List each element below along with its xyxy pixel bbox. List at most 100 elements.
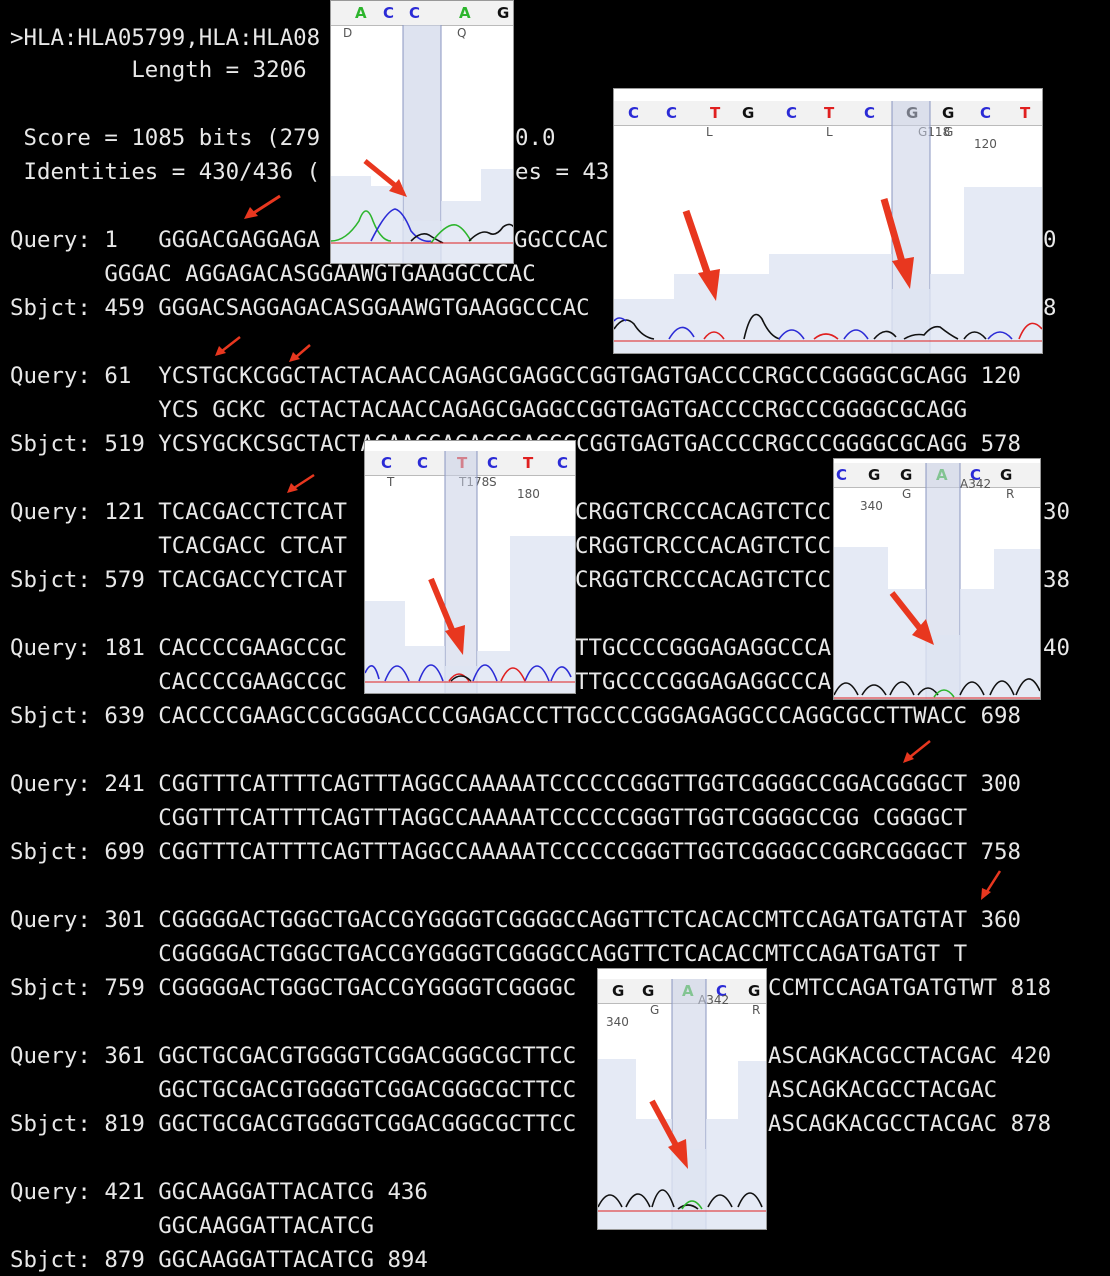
base-call: T bbox=[824, 104, 835, 122]
mutation-arrow-icon bbox=[287, 473, 315, 493]
chromatogram-panel: C G G A C G 340 G A342 R bbox=[833, 458, 1041, 700]
match-line-mid: CRGGTCRCCCACAGTCTCC bbox=[575, 533, 832, 559]
base-call: T bbox=[523, 454, 534, 472]
amino-acid-label: G bbox=[650, 1003, 660, 1017]
sbjct-line-mid: CRGGTCRCCCACAGTCTCC bbox=[575, 567, 832, 593]
base-call: C bbox=[487, 454, 499, 472]
amino-acid-row: 340 G A342 R bbox=[834, 477, 1040, 513]
base-call: G bbox=[742, 104, 755, 122]
base-call: G bbox=[900, 466, 913, 484]
match-line: CGGGGGACTGGGCTGACCGYGGGGTCGGGGCCAGGTTCTC… bbox=[10, 941, 968, 967]
amino-acid-label: 340 bbox=[860, 499, 883, 513]
amino-acid-label: 340 bbox=[606, 1015, 629, 1029]
identities-line: Identities = 430/436 ( bbox=[10, 159, 321, 185]
query-line: Query: 181 CACCCCGAAGCCGC bbox=[10, 635, 348, 661]
sbjct-line-tail: CCMTCCAGATGATGTWT 818 bbox=[768, 975, 1052, 1001]
base-call: G bbox=[612, 982, 625, 1000]
amino-acid-label: L bbox=[826, 125, 833, 139]
amino-acid-label: 120 bbox=[974, 137, 997, 151]
base-call: C bbox=[970, 466, 982, 484]
length-line: Length = 3206 bbox=[10, 57, 307, 83]
base-call: A bbox=[355, 4, 367, 22]
trace-plot bbox=[614, 101, 1042, 353]
chromatogram-panel: C C T C T C T T178 S 180 bbox=[364, 440, 576, 694]
trace-plot bbox=[598, 979, 766, 1229]
match-line-tail: ASCAGKACGCCTACGAC bbox=[768, 1077, 998, 1103]
base-call: C bbox=[980, 104, 992, 122]
query-line: Query: 421 GGCAAGGATTACATCG 436 bbox=[10, 1179, 428, 1205]
query-end: 30 bbox=[1043, 499, 1070, 525]
mutation-arrow-icon bbox=[903, 740, 931, 763]
amino-acid-label: G bbox=[902, 487, 912, 501]
base-call: G bbox=[1000, 466, 1013, 484]
query-line-mid: CRGGTCRCCCACAGTCTCC bbox=[575, 499, 832, 525]
sbjct-line: Sbjct: 759 CGGGGGACTGGGCTGACCGYGGGGTCGGG… bbox=[10, 975, 577, 1001]
amino-acid-label: L bbox=[706, 125, 713, 139]
base-call: T bbox=[710, 104, 721, 122]
amino-acid-label: A342 bbox=[960, 477, 992, 491]
base-call: G bbox=[748, 982, 761, 1000]
trace-plot bbox=[331, 25, 513, 263]
mutation-arrow-icon bbox=[244, 194, 281, 219]
match-line: CACCCCGAAGCCGC bbox=[10, 669, 348, 695]
base-call: C bbox=[836, 466, 848, 484]
base-call: C bbox=[381, 454, 393, 472]
sbjct-end: 8 bbox=[1043, 295, 1057, 321]
mutation-arrow-icon bbox=[289, 344, 311, 362]
base-call: A bbox=[459, 4, 471, 22]
chromatogram-panel: C C T G C T C G G C T L L G118 G 120 bbox=[613, 88, 1043, 354]
match-line: TCACGACC CTCAT bbox=[10, 533, 348, 559]
identities-tail: es = 43 bbox=[515, 159, 610, 185]
query-line: Query: 361 GGCTGCGACGTGGGGTCGGACGGGCGCTT… bbox=[10, 1043, 577, 1069]
amino-acid-label: T bbox=[387, 475, 395, 489]
query-line: Query: 121 TCACGACCTCTCAT bbox=[10, 499, 348, 525]
query-end: 40 bbox=[1043, 635, 1070, 661]
query-line: Query: 1 GGGACGAGGAGA bbox=[10, 227, 321, 253]
mutation-arrow-icon bbox=[981, 870, 1002, 900]
sbjct-line: Sbjct: 459 GGGACSAGGAGACASGGAAWGTGAAGGCC… bbox=[10, 295, 590, 321]
sbjct-line: Sbjct: 699 CGGTTTCATTTTCAGTTTAGGCCAAAAAT… bbox=[10, 839, 1022, 865]
amino-acid-row: D Q bbox=[331, 26, 513, 42]
match-line: GGGAC AGGAGACASGGAAWGTGAAGGCCCAC bbox=[10, 261, 536, 287]
amino-acid-label: R bbox=[752, 1003, 761, 1017]
base-call: C bbox=[557, 454, 569, 472]
base-call: C bbox=[786, 104, 798, 122]
base-call: C bbox=[417, 454, 429, 472]
query-line: Query: 241 CGGTTTCATTTTCAGTTTAGGCCAAAAAT… bbox=[10, 771, 1022, 797]
base-call: C bbox=[383, 4, 395, 22]
score-tail: 0.0 bbox=[515, 125, 556, 151]
base-call: C bbox=[716, 982, 728, 1000]
query-line-tail: ASCAGKACGCCTACGAC 420 bbox=[768, 1043, 1052, 1069]
chromatogram-panel: G G A C G 340 G A342 R bbox=[597, 968, 767, 1230]
base-call: T bbox=[1020, 104, 1031, 122]
base-call: C bbox=[628, 104, 640, 122]
hit-title: >HLA:HLA05799,HLA:HLA08 bbox=[10, 25, 321, 51]
base-call: G bbox=[642, 982, 655, 1000]
amino-acid-label: R bbox=[1006, 487, 1015, 501]
match-line: GGCAAGGATTACATCG bbox=[10, 1213, 374, 1239]
mutation-arrow-icon bbox=[215, 336, 241, 356]
base-call: C bbox=[864, 104, 876, 122]
base-call-row: A C C A G bbox=[331, 1, 513, 26]
match-line: CGGTTTCATTTTCAGTTTAGGCCAAAAATCCCCCCGGGTT… bbox=[10, 805, 968, 831]
score-line: Score = 1085 bits (279 bbox=[10, 125, 321, 151]
base-call: G bbox=[497, 4, 510, 22]
amino-acid-label: Q bbox=[457, 26, 467, 40]
base-call: C bbox=[409, 4, 421, 22]
base-call: G bbox=[942, 104, 955, 122]
match-line: YCS GCKC GCTACTACAACCAGAGCGAGGCCGGTGAGTG… bbox=[10, 397, 968, 423]
amino-acid-label: G bbox=[944, 125, 954, 139]
trace-plot bbox=[834, 463, 1040, 699]
trace-plot bbox=[365, 451, 575, 693]
match-line: GGCTGCGACGTGGGGTCGGACGGGCGCTTCC bbox=[10, 1077, 577, 1103]
amino-acid-label: 180 bbox=[517, 487, 540, 501]
match-line-mid: TTGCCCCGGGAGAGGCCCA bbox=[575, 669, 832, 695]
query-line-mid: TTGCCCCGGGAGAGGCCCA bbox=[575, 635, 832, 661]
sbjct-line-tail: ASCAGKACGCCTACGAC 878 bbox=[768, 1111, 1052, 1137]
sbjct-line: Sbjct: 639 CACCCCGAAGCCGCGGGACCCCGAGACCC… bbox=[10, 703, 1022, 729]
base-call: G bbox=[868, 466, 881, 484]
query-line: Query: 301 CGGGGGACTGGGCTGACCGYGGGGTCGGG… bbox=[10, 907, 1022, 933]
sbjct-line: Sbjct: 579 TCACGACCYCTCAT bbox=[10, 567, 348, 593]
base-call: C bbox=[666, 104, 678, 122]
amino-acid-label: D bbox=[343, 26, 353, 40]
